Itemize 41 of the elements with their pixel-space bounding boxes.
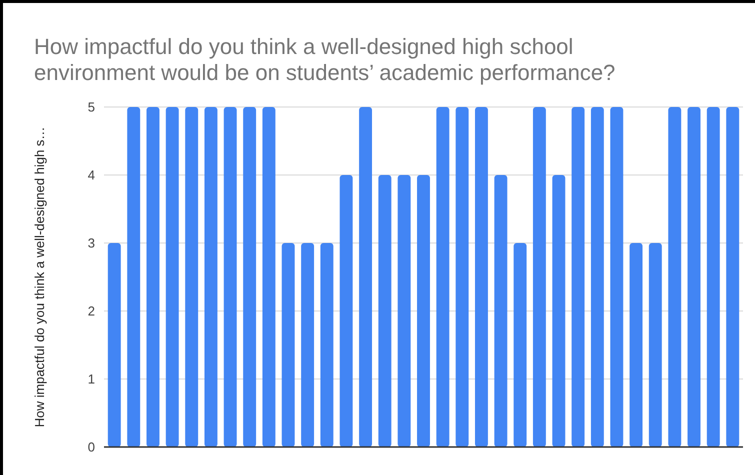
bar	[108, 243, 121, 447]
bar	[436, 107, 450, 447]
y-tick-label: 0	[88, 440, 95, 455]
bar	[359, 107, 372, 447]
y-tick-label: 1	[88, 372, 95, 387]
y-tick-label: 3	[88, 236, 95, 251]
bar	[398, 175, 411, 447]
bar	[552, 175, 566, 447]
bar	[185, 107, 198, 447]
bar	[514, 243, 527, 447]
bar	[668, 107, 682, 447]
bar	[340, 175, 353, 447]
bar	[204, 107, 218, 447]
bar	[224, 107, 237, 447]
bar	[320, 243, 334, 447]
bar	[243, 107, 256, 447]
chart-title: How impactful do you think a well-designed high school environment would be on students’ academic performance?	[34, 34, 616, 85]
bar	[648, 243, 662, 447]
bar	[166, 107, 179, 447]
bar	[378, 175, 392, 447]
bar	[610, 107, 624, 447]
bar	[282, 243, 295, 447]
bar	[532, 107, 546, 447]
y-tick-label: 2	[88, 304, 95, 319]
bar	[474, 107, 488, 447]
bar	[706, 107, 720, 447]
bar	[456, 107, 469, 447]
y-tick-label: 5	[88, 100, 95, 115]
bar	[494, 175, 508, 447]
bar	[417, 175, 430, 447]
bar	[630, 243, 643, 447]
bar	[262, 107, 276, 447]
bar	[572, 107, 585, 447]
bar	[301, 243, 314, 447]
bar	[590, 107, 604, 447]
bar	[688, 107, 700, 447]
bar	[146, 107, 160, 447]
bar	[127, 107, 140, 447]
y-axis-title: How impactful do you think a well-designed high s…	[32, 126, 47, 428]
bar	[726, 107, 740, 447]
y-tick-label: 4	[88, 168, 95, 183]
